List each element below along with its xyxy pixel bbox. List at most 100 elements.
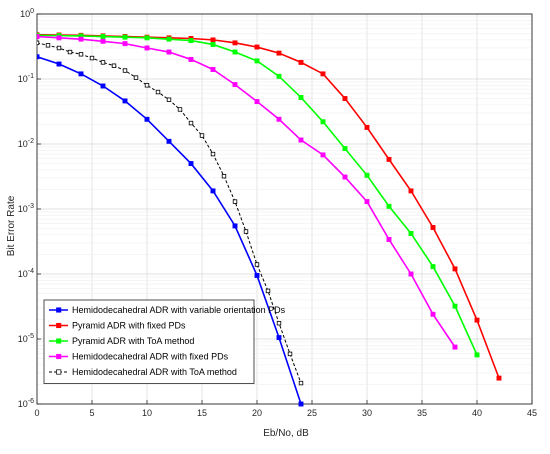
data-point [210,37,216,43]
data-point [364,124,370,130]
data-point [243,229,249,234]
data-point [166,36,172,42]
data-point [232,40,238,46]
data-point [144,35,150,41]
legend-label: Pyramid ADR with fixed PDs [72,321,186,331]
x-tick-label: 40 [472,408,482,418]
y-tick-label: 10-6 [18,398,34,409]
data-point [232,49,238,55]
data-point [232,199,238,204]
x-tick-label: 15 [197,408,207,418]
data-point [452,266,458,272]
data-point [210,188,216,194]
data-point [144,83,150,88]
data-point [298,137,304,143]
x-tick-label: 0 [34,408,39,418]
data-point [452,344,458,350]
data-point [221,173,227,179]
y-tick-label: 100 [20,8,34,19]
data-point [298,59,304,65]
data-point [386,156,392,162]
legend-item: Hemidodecahedral ADR with ToA method [49,367,237,377]
data-point [166,97,172,102]
data-point [111,63,117,68]
data-point [408,188,414,194]
axes: 0 5 10 15 20 25 30 35 40 45 100 10-1 10-2 10-3 10-4 10-… [18,8,537,418]
data-point [45,43,51,48]
y-tick-label: 10-4 [18,268,34,279]
data-point [320,119,326,125]
legend-item: Pyramid ADR with ToA method [49,336,194,346]
data-point [100,34,106,39]
legend-swatch-marker [56,369,62,375]
data-point [430,311,436,317]
x-axis-label: Eb/No, dB [263,428,309,439]
legend-label: Hemidodecahedral ADR with variable orien… [72,305,286,315]
data-point [166,138,172,144]
data-point [210,151,216,157]
data-point [37,40,40,46]
data-point [37,54,40,60]
x-tick-label: 35 [417,408,427,418]
legend-item: Pyramid ADR with fixed PDs [49,321,186,331]
data-point [408,231,414,236]
series-line [37,35,456,348]
legend-label: Hemidodecahedral ADR with ToA method [72,367,237,377]
data-point [122,98,128,104]
x-tick-label: 5 [89,408,94,418]
data-point [386,203,392,209]
data-point [37,34,40,39]
data-point [122,34,128,40]
data-point [210,42,216,47]
data-point [78,52,84,57]
data-point [386,237,392,242]
data-point [298,95,304,100]
data-point [364,199,370,205]
y-tick-label: 10-1 [18,73,34,84]
data-point [232,223,238,229]
data-point [122,68,128,73]
data-point [232,82,238,88]
data-point [166,49,172,55]
data-point [56,45,62,51]
legend-swatch-marker [56,353,62,360]
x-tick-label: 30 [362,408,372,418]
data-point [177,107,183,112]
legend-label: Pyramid ADR with ToA method [72,336,194,346]
data-point [430,225,436,230]
series-3 [37,34,458,350]
data-point [474,317,480,323]
data-point [254,44,260,50]
data-point [276,116,282,122]
data-point [133,75,139,80]
data-point [287,351,293,357]
data-point [144,116,150,122]
data-point [188,161,194,167]
data-point [78,36,84,42]
data-point [276,335,282,341]
y-tick-label: 10-3 [18,203,34,214]
data-point [276,73,282,79]
legend-swatch-marker [56,338,62,344]
data-point [155,89,161,95]
x-tick-label: 10 [142,408,152,418]
data-point [452,303,458,309]
data-point [78,71,84,77]
data-point [199,133,205,138]
data-point [100,38,106,44]
y-tick-label: 10-2 [18,138,34,149]
legend: Hemidodecahedral ADR with variable orien… [43,299,286,384]
data-point [342,96,348,102]
legend-swatch-marker [56,307,62,313]
x-tick-label: 25 [307,408,317,418]
legend-item: Hemidodecahedral ADR with variable orien… [49,305,286,315]
data-point [320,71,326,77]
legend-box [43,299,255,384]
data-point [188,120,194,126]
plot-frame [36,13,533,405]
legend-item: Hemidodecahedral ADR with fixed PDs [49,352,229,362]
data-point [188,38,194,44]
data-point [364,172,370,178]
